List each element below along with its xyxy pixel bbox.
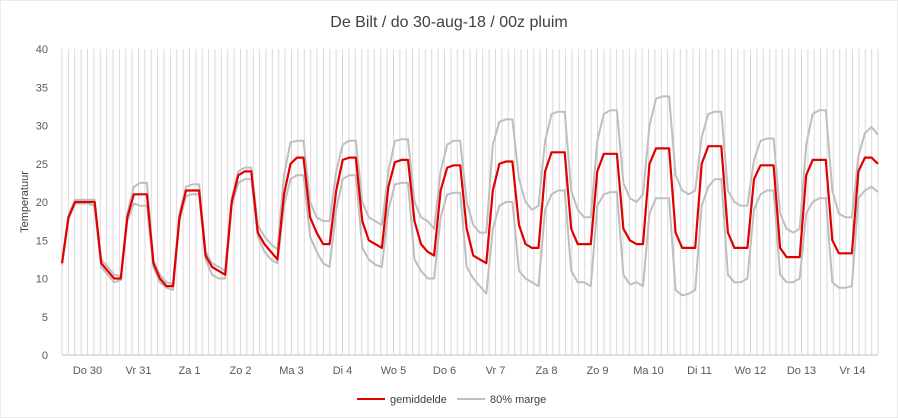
series-mean-line xyxy=(60,145,879,288)
x-tick-label: Vr 7 xyxy=(486,365,506,377)
x-tick-label: Do 6 xyxy=(433,365,456,377)
y-tick-label: 10 xyxy=(36,274,48,286)
y-tick-label: 35 xyxy=(36,82,48,94)
legend-label-band: 80% marge xyxy=(490,394,546,406)
x-tick-label: Do 30 xyxy=(73,365,102,377)
y-tick-label: 0 xyxy=(42,350,48,362)
x-tick-label: Wo 5 xyxy=(381,365,406,377)
x-tick-label: Za 1 xyxy=(178,365,200,377)
series-group xyxy=(60,95,879,297)
x-tick-label: Do 13 xyxy=(787,365,816,377)
x-tick-label: Wo 12 xyxy=(735,365,767,377)
x-tick-label: Vr 31 xyxy=(126,365,152,377)
x-tick-label: Ma 10 xyxy=(633,365,664,377)
x-axis-ticks: Do 30 Vr 31 Za 1 Zo 2 Ma 3 Di 4 Wo 5 Do 6 Vr 7 Za… xyxy=(73,365,866,377)
y-axis-title: Temperatuur xyxy=(19,171,31,233)
y-tick-label: 5 xyxy=(42,312,48,324)
y-tick-label: 20 xyxy=(36,197,48,209)
y-tick-label: 25 xyxy=(36,159,48,171)
y-tick-label: 30 xyxy=(36,121,48,133)
series-lower-band-line xyxy=(61,174,879,297)
x-tick-label: Di 11 xyxy=(687,365,712,377)
x-tick-label: Di 4 xyxy=(333,365,353,377)
legend: gemiddelde 80% marge xyxy=(357,394,546,406)
x-tick-label: Za 8 xyxy=(535,365,557,377)
y-axis-ticks: 0 5 10 15 20 25 30 35 40 xyxy=(36,44,48,362)
y-tick-label: 40 xyxy=(36,44,48,56)
legend-label-mean: gemiddelde xyxy=(390,394,447,406)
x-tick-label: Vr 14 xyxy=(840,365,866,377)
y-tick-label: 15 xyxy=(36,235,48,247)
x-tick-label: Zo 2 xyxy=(229,365,251,377)
x-tick-label: Zo 9 xyxy=(586,365,608,377)
chart-title: De Bilt / do 30-aug-18 / 00z pluim xyxy=(330,14,567,31)
series-upper-band-line xyxy=(61,95,879,285)
x-tick-label: Ma 3 xyxy=(279,365,303,377)
